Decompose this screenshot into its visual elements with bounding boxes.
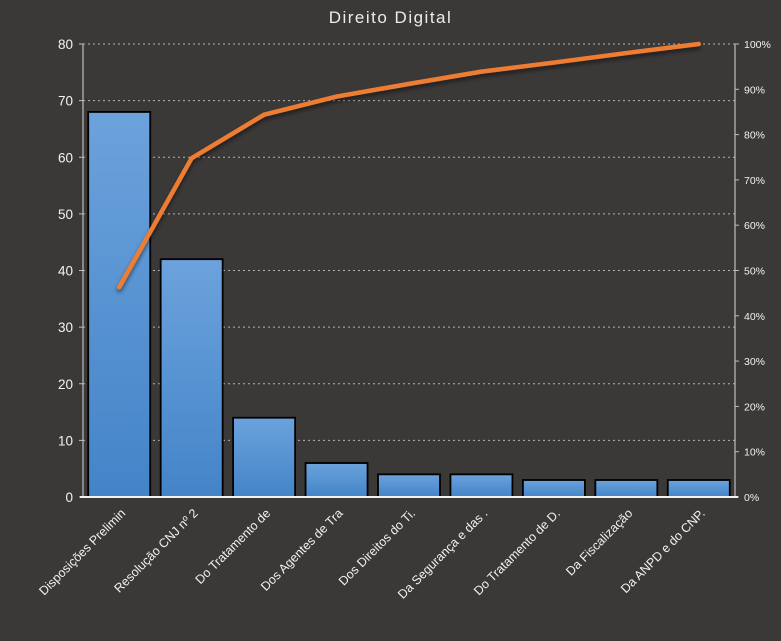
left-axis-label: 20 <box>58 377 73 392</box>
bar-6[interactable] <box>449 473 514 498</box>
x-axis-label: Resolução CNJ nº 2 <box>112 506 201 595</box>
left-axis-label: 80 <box>58 37 73 52</box>
left-axis-label: 10 <box>58 433 73 448</box>
chart-title: Direito Digital <box>328 8 453 27</box>
right-axis-label: 10% <box>744 447 765 459</box>
right-axis-label: 20% <box>744 401 765 413</box>
cumulative-line[interactable] <box>116 41 702 290</box>
right-axis-label: 40% <box>744 311 765 323</box>
left-axis-label: 0 <box>65 490 73 505</box>
bar-2[interactable] <box>159 258 224 498</box>
bar-3[interactable] <box>232 416 297 498</box>
right-axis-label: 70% <box>744 175 765 187</box>
left-axis-label: 60 <box>58 150 73 165</box>
x-axis-label: Dos Agentes de Tra <box>258 506 346 594</box>
right-axis-label: 60% <box>744 220 765 232</box>
x-axis-label: Do Tratamento de <box>193 506 274 587</box>
left-axis-label: 50 <box>58 207 73 222</box>
bar-4[interactable] <box>304 462 369 498</box>
x-axis-label: Dos Direitos do Ti. <box>336 506 418 588</box>
x-axis-label: Da Fiscalização <box>563 506 635 578</box>
right-axis-label: 80% <box>744 130 765 142</box>
bar-1[interactable] <box>87 111 152 498</box>
right-axis-label: 50% <box>744 266 765 278</box>
bar-5[interactable] <box>377 473 441 498</box>
right-axis-label: 30% <box>744 356 765 368</box>
bar-8[interactable] <box>594 479 659 498</box>
right-axis-label: 0% <box>744 492 759 504</box>
right-axis-label: 90% <box>744 84 765 96</box>
left-axis-label: 40 <box>58 264 73 279</box>
bar-9[interactable] <box>666 479 731 498</box>
right-axis-label: 100% <box>744 39 771 51</box>
left-axis-label: 70 <box>58 94 73 109</box>
bar-7[interactable] <box>521 479 586 498</box>
left-axis-label: 30 <box>58 320 73 335</box>
